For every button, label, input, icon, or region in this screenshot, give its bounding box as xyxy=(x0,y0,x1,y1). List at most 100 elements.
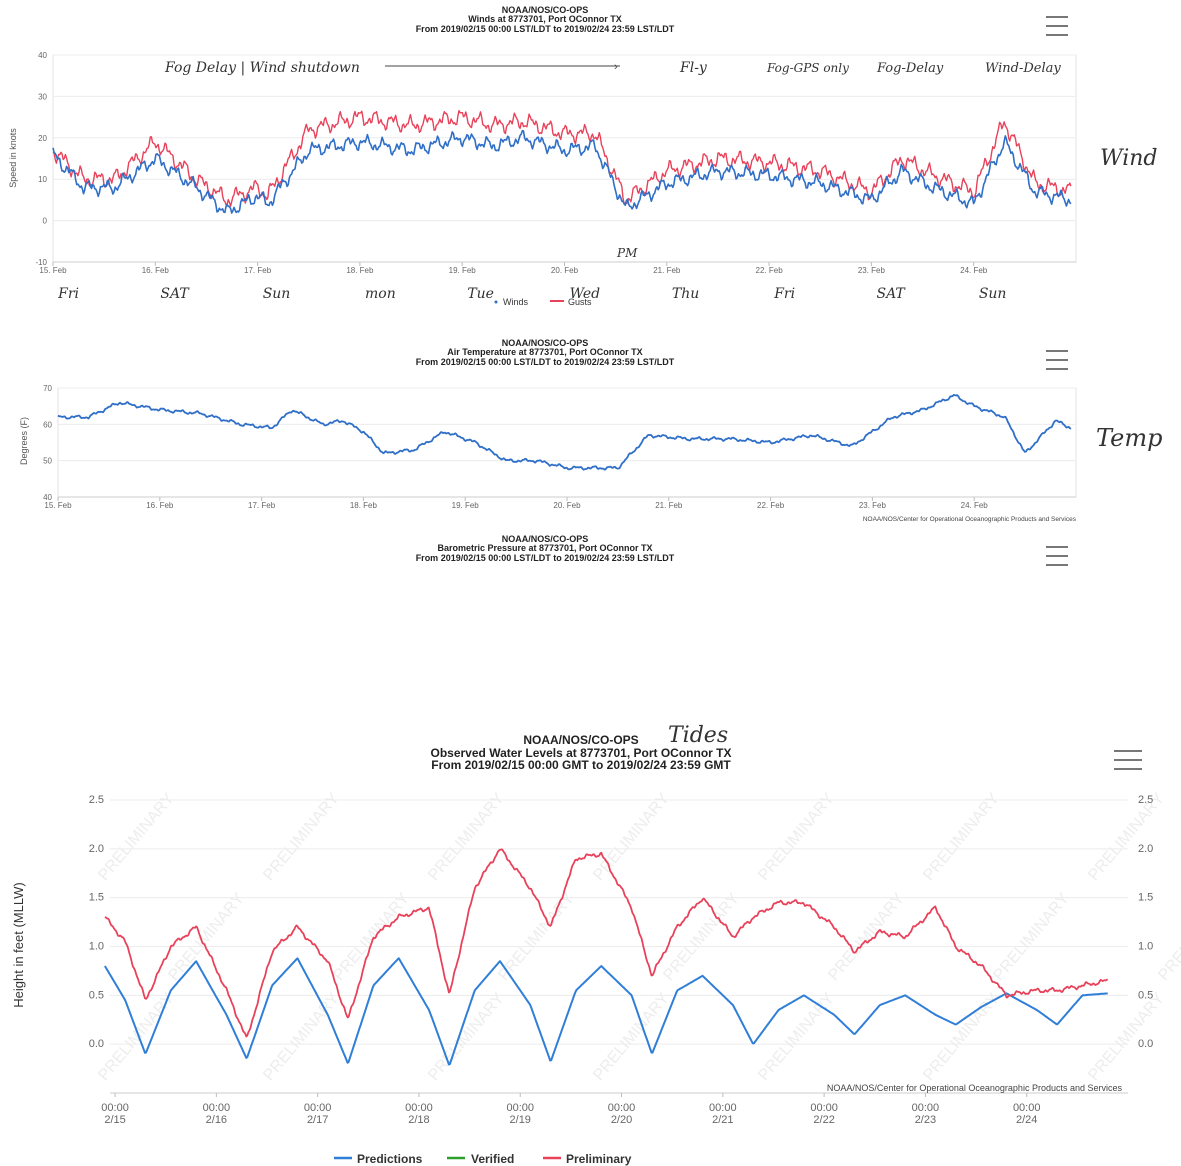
watermark-text: PRELIMINARY xyxy=(260,790,343,884)
xtick-label: 22. Feb xyxy=(757,501,785,510)
wind-chart-org: NOAA/NOS/CO-OPS xyxy=(501,5,589,15)
tide-chart-subtitle: From 2019/02/15 00:00 GMT to 2019/02/24 … xyxy=(431,758,731,773)
menu-icon-bar xyxy=(1046,25,1068,27)
xtick-label: 2/22 xyxy=(813,1114,834,1126)
ytick-label: 1.0 xyxy=(89,941,104,953)
xtick-label: 00:00 xyxy=(810,1102,838,1114)
ytick-label: 0.5 xyxy=(89,989,104,1001)
ytick-label: 40 xyxy=(43,493,52,502)
xtick-label: 00:00 xyxy=(304,1102,332,1114)
menu-icon xyxy=(1046,16,1068,18)
tide-panel: NOAA/NOS/CO-OPS Observed Water Levels at… xyxy=(0,720,1181,1166)
day-annotation: Fri xyxy=(773,286,795,302)
ytick-label: 10 xyxy=(38,175,47,184)
annotation-fog-wind: Fog Delay | Wind shutdown xyxy=(164,60,360,76)
temp-chart-menu-button[interactable] xyxy=(1046,350,1068,377)
series-line-winds xyxy=(52,129,1072,214)
xtick-label: 20. Feb xyxy=(553,501,581,510)
menu-icon xyxy=(1046,350,1068,352)
day-annotation: Tue xyxy=(467,286,494,302)
xtick-label: 16. Feb xyxy=(146,501,174,510)
xtick-label: 2/17 xyxy=(307,1114,328,1126)
legend-predictions-label: Predictions xyxy=(357,1152,423,1166)
watermark-text: PRELIMINARY xyxy=(755,990,838,1084)
temp-panel: NOAA/NOS/CO-OPS Air Temperature at 87737… xyxy=(0,336,1181,526)
ytick-label: 1.5 xyxy=(89,892,104,904)
menu-icon-bar xyxy=(1046,564,1068,566)
wind-series xyxy=(52,110,1072,214)
plot-frame xyxy=(57,387,1077,498)
xtick-label: 00:00 xyxy=(506,1102,534,1114)
xtick-label: 15. Feb xyxy=(39,266,67,275)
pressure-panel: NOAA/NOS/CO-OPS Barometric Pressure at 8… xyxy=(0,532,1181,592)
wind-chart-menu-button[interactable] xyxy=(1046,16,1068,43)
xtick-label: 2/15 xyxy=(104,1114,125,1126)
plot-frame xyxy=(52,54,1077,263)
watermark-text: PRELIMINARY xyxy=(590,990,673,1084)
tide-chart-header: NOAA/NOS/CO-OPS Observed Water Levels at… xyxy=(0,734,1162,772)
wind-grid xyxy=(52,54,1077,263)
day-annotation: SAT xyxy=(877,286,907,302)
temp-credit: NOAA/NOS/Center for Operational Oceanogr… xyxy=(863,516,1077,523)
xtick-label: 19. Feb xyxy=(449,266,477,275)
tide-chart-menu-button[interactable] xyxy=(1114,750,1142,777)
annotation-arrowhead: › xyxy=(614,61,618,73)
ytick-label: 30 xyxy=(38,92,47,101)
tide-grid xyxy=(110,799,1128,1045)
ytick-label-right: 0.0 xyxy=(1138,1038,1153,1050)
xtick-label: 22. Feb xyxy=(756,266,784,275)
xtick-label: 23. Feb xyxy=(858,266,886,275)
xtick-label: 24. Feb xyxy=(960,266,988,275)
pressure-chart-title: Barometric Pressure at 8773701, Port OCo… xyxy=(437,543,653,554)
series-line-preliminary xyxy=(104,848,1109,1038)
ytick-label: 40 xyxy=(38,51,47,60)
pressure-chart-subtitle: From 2019/02/15 00:00 LST/LDT to 2019/02… xyxy=(415,552,675,563)
xtick-label: 23. Feb xyxy=(859,501,887,510)
ytick-label: 70 xyxy=(43,384,52,393)
temp-chart: 40 50 60 70 15. Feb 16. Feb 17. Feb 18. Feb 19. … xyxy=(19,384,1162,523)
wind-chart-subtitle: From 2019/02/15 00:00 LST/LDT to 2019/02… xyxy=(415,23,675,34)
pressure-chart-header: NOAA/NOS/CO-OPS Barometric Pressure at 8… xyxy=(0,534,1090,563)
temp-axes: 40 50 60 70 15. Feb 16. Feb 17. Feb 18. Feb 19. … xyxy=(43,384,1076,510)
wind-ylabel: Speed in knots xyxy=(8,128,18,188)
xtick-label: 2/23 xyxy=(915,1114,936,1126)
tide-chart: PRELIMINARY PRELIMINARY PRELIMINARY PRELIMI… xyxy=(11,723,1181,1166)
tide-credit: NOAA/NOS/Center for Operational Oceanogr… xyxy=(827,1083,1123,1093)
annotation-tides: Tides xyxy=(668,723,728,748)
menu-icon xyxy=(1046,546,1068,548)
xtick-label: 2/16 xyxy=(206,1114,227,1126)
series-line-gusts xyxy=(52,110,1072,207)
day-annotation: Fri xyxy=(57,286,79,302)
annotation-pm: PM xyxy=(616,246,638,260)
menu-icon-bar xyxy=(1114,768,1142,770)
xtick-label: 20. Feb xyxy=(551,266,579,275)
tide-legend: Predictions Verified Preliminary xyxy=(334,1152,632,1166)
watermark-text: PRELIMINARY xyxy=(825,890,908,984)
series-line-predictions xyxy=(104,957,1108,1066)
tide-ylabel: Height in feet (MLLW) xyxy=(11,882,26,1007)
menu-icon-bar xyxy=(1114,759,1142,761)
legend-preliminary-label: Preliminary xyxy=(566,1152,632,1166)
menu-icon-bar xyxy=(1046,368,1068,370)
ytick-label: 20 xyxy=(38,134,47,143)
pressure-chart-menu-button[interactable] xyxy=(1046,546,1068,573)
watermark-text: PRELIMINARY xyxy=(425,990,508,1084)
menu-icon-bar xyxy=(1046,359,1068,361)
xtick-label: 17. Feb xyxy=(244,266,272,275)
watermark-text: PRELIMINARY xyxy=(590,790,673,884)
legend-winds-label: Winds xyxy=(503,297,529,307)
watermark-text: PRELIMINARY xyxy=(330,890,413,984)
xtick-label: 21. Feb xyxy=(655,501,683,510)
day-annotation: Sun xyxy=(979,286,1007,302)
watermark-text: PRELIMINARY xyxy=(260,990,343,1084)
xtick-label: 2/19 xyxy=(510,1114,531,1126)
temp-chart-org: NOAA/NOS/CO-OPS xyxy=(501,338,589,348)
day-annotation: Wed xyxy=(570,286,601,302)
annotation-fog-delay: Fog-Delay xyxy=(876,61,944,76)
xtick-label: 00:00 xyxy=(912,1102,940,1114)
menu-icon-bar xyxy=(1046,555,1068,557)
temp-chart-title: Air Temperature at 8773701, Port OConnor… xyxy=(447,347,643,358)
temp-ylabel: Degrees (F) xyxy=(19,417,29,465)
ytick-label: 60 xyxy=(43,420,52,429)
wind-chart: -10 0 10 20 30 40 15. Feb 16. Feb 17. Feb 18. Feb… xyxy=(8,51,1158,307)
